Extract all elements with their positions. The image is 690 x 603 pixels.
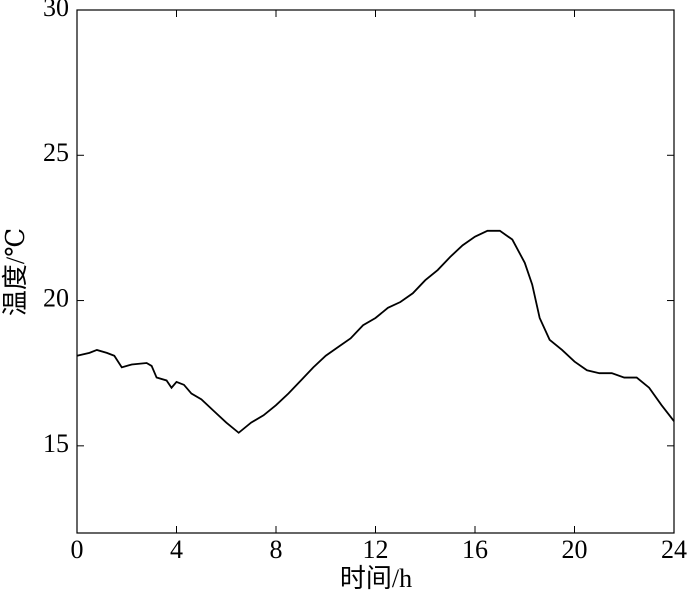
y-axis-label: 温度/℃	[1, 228, 30, 316]
x-tick-label: 4	[170, 535, 183, 564]
y-tick-label: 25	[43, 138, 69, 167]
x-tick-label: 24	[661, 535, 687, 564]
x-tick-label: 0	[71, 535, 84, 564]
y-tick-label: 20	[43, 284, 69, 313]
x-axis-label: 时间/h	[340, 564, 412, 593]
x-tick-label: 12	[363, 535, 389, 564]
y-tick-label: 30	[43, 0, 69, 22]
data-line	[76, 229, 675, 434]
y-tick-label: 15	[43, 429, 69, 458]
x-tick-label: 20	[562, 535, 588, 564]
plot-frame	[76, 9, 675, 534]
x-tick-label: 8	[270, 535, 283, 564]
x-tick-label: 16	[462, 535, 488, 564]
